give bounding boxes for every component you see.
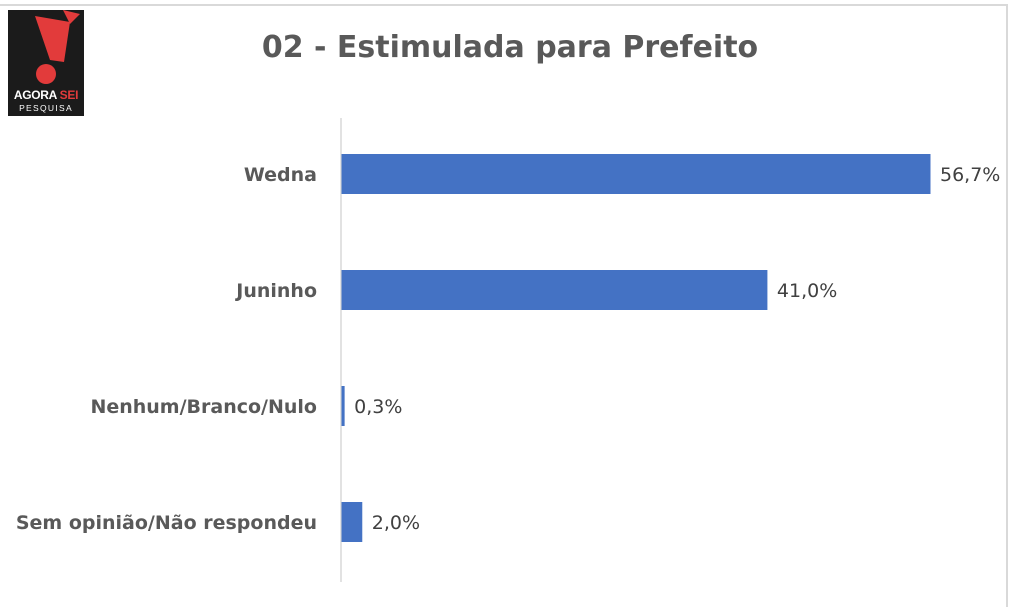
exclamation-mark-icon [35, 10, 80, 84]
value-label-2: 0,3% [354, 396, 402, 418]
value-label-1: 41,0% [777, 280, 837, 302]
bar-0 [341, 154, 931, 194]
logo-subtitle: PESQUISA [19, 103, 73, 113]
logo-brand: AGORA SEI [13, 88, 79, 102]
bar-3 [341, 502, 363, 542]
category-label-1: Juninho [234, 280, 317, 302]
bar-2 [341, 386, 345, 426]
chart-title: 02 - Estimulada para Prefeito [261, 30, 759, 65]
category-label-0: Wedna [244, 164, 317, 186]
category-label-3: Sem opinião/Não respondeu [16, 512, 317, 534]
agora-sei-logo: AGORA SEI PESQUISA [8, 10, 84, 116]
bar-1 [341, 270, 768, 310]
value-label-3: 2,0% [372, 512, 420, 534]
category-label-2: Nenhum/Branco/Nulo [90, 396, 317, 418]
value-label-0: 56,7% [940, 164, 1000, 186]
chart-frame [0, 4, 1008, 607]
